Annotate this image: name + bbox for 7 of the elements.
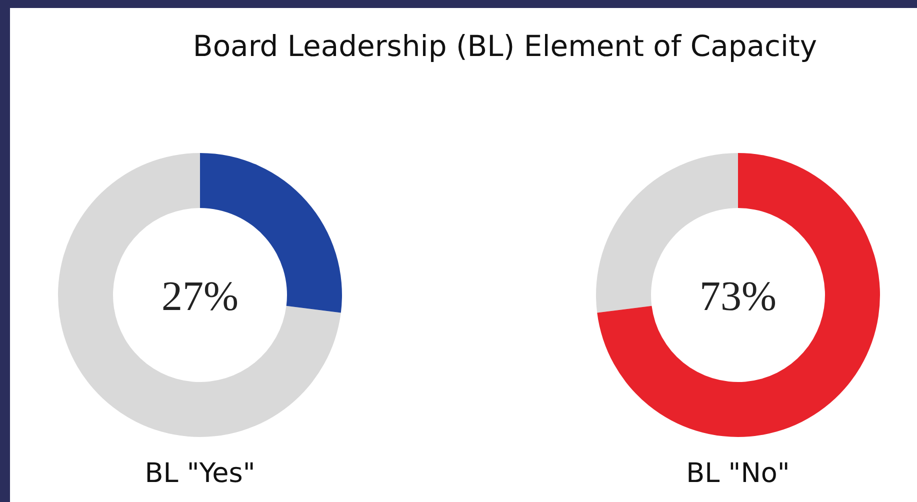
text: 73% (700, 274, 776, 320)
text: 27% (162, 274, 238, 320)
donut-slice (597, 153, 880, 437)
text: BL "No" (686, 458, 790, 489)
text: BL "Yes" (144, 458, 256, 489)
donut-slice (58, 153, 341, 437)
text: Board Leadership (BL) Element of Capacity (192, 29, 818, 63)
